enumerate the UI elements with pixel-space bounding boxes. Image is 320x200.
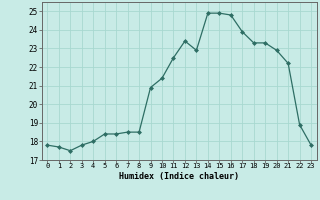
- X-axis label: Humidex (Indice chaleur): Humidex (Indice chaleur): [119, 172, 239, 181]
